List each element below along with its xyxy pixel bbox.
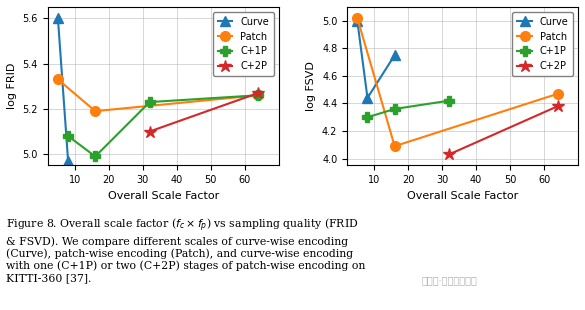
C+2P — [146, 130, 153, 133]
C+2P — [554, 104, 561, 108]
Y-axis label: log FSVD: log FSVD — [307, 61, 316, 111]
C+1P — [92, 155, 99, 158]
X-axis label: Overall Scale Factor: Overall Scale Factor — [108, 191, 219, 201]
C+1P — [64, 134, 71, 138]
Patch — [255, 93, 262, 97]
X-axis label: Overall Scale Factor: Overall Scale Factor — [407, 191, 518, 201]
Patch — [391, 144, 398, 148]
Line: C+2P: C+2P — [143, 87, 264, 138]
Curve — [354, 19, 361, 23]
Y-axis label: log FRID: log FRID — [7, 63, 17, 109]
Curve — [391, 53, 398, 57]
Line: C+1P: C+1P — [63, 91, 263, 161]
C+1P — [446, 99, 453, 103]
C+1P — [391, 107, 398, 111]
C+1P — [255, 93, 262, 97]
Text: 公众号·自动驾驶之心: 公众号·自动驾驶之心 — [421, 275, 477, 285]
C+2P — [255, 91, 262, 95]
Text: Figure 8. Overall scale factor ($f_c \times f_p$) vs sampling quality (FRID
& FS: Figure 8. Overall scale factor ($f_c \ti… — [6, 217, 365, 283]
Patch — [354, 16, 361, 20]
Patch — [54, 78, 61, 81]
Patch — [554, 92, 561, 96]
Curve — [364, 96, 371, 100]
Patch — [92, 109, 99, 113]
C+1P — [364, 115, 371, 119]
C+1P — [146, 100, 153, 104]
Line: Curve: Curve — [352, 16, 400, 103]
Line: C+2P: C+2P — [443, 100, 564, 161]
Line: Patch: Patch — [352, 13, 563, 151]
Line: C+1P: C+1P — [363, 96, 454, 122]
C+2P — [446, 153, 453, 156]
Line: Patch: Patch — [53, 75, 263, 116]
Legend: Curve, Patch, C+1P, C+2P: Curve, Patch, C+1P, C+2P — [213, 12, 274, 76]
Legend: Curve, Patch, C+1P, C+2P: Curve, Patch, C+1P, C+2P — [512, 12, 573, 76]
